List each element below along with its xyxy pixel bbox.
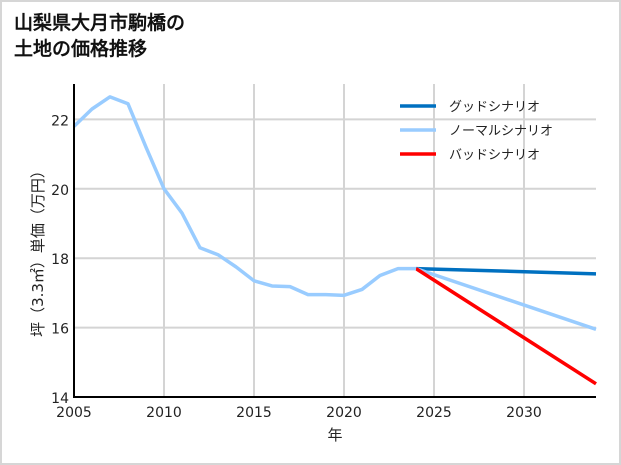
y-axis-label: 坪（3.3㎡）単価（万円） xyxy=(29,163,47,337)
title-line-1: 山梨県大月市駒橋の xyxy=(14,12,186,34)
y-tick-label: 14 xyxy=(51,391,69,407)
x-tick-label: 2015 xyxy=(236,405,272,421)
x-tick-label: 2025 xyxy=(416,405,452,421)
series-line xyxy=(72,95,416,298)
x-axis-label: 年 xyxy=(327,426,342,444)
axes: 14 16 18 20 22 2005 2010 2015 2020 2025 2030 xyxy=(51,84,596,421)
y-tick-label: 20 xyxy=(51,183,69,199)
series-line xyxy=(415,266,597,331)
series-line xyxy=(415,266,597,276)
data-series xyxy=(72,95,597,386)
y-tick-label: 16 xyxy=(51,322,69,338)
series-line xyxy=(415,267,597,386)
title-line-2: 土地の価格推移 xyxy=(14,38,148,60)
chart-title: 山梨県大月市駒橋の 土地の価格推移 xyxy=(14,10,185,62)
x-tick-label: 2010 xyxy=(146,405,182,421)
x-tick-label: 2030 xyxy=(506,405,542,421)
legend-label: ノーマルシナリオ xyxy=(449,124,553,139)
x-tick-label: 2005 xyxy=(56,405,92,421)
legend-label: グッドシナリオ xyxy=(449,100,540,115)
y-tick-label: 18 xyxy=(51,252,69,268)
x-tick-label: 2020 xyxy=(326,405,362,421)
y-tick-label: 22 xyxy=(51,113,69,129)
legend-label: バッドシナリオ xyxy=(449,148,540,163)
